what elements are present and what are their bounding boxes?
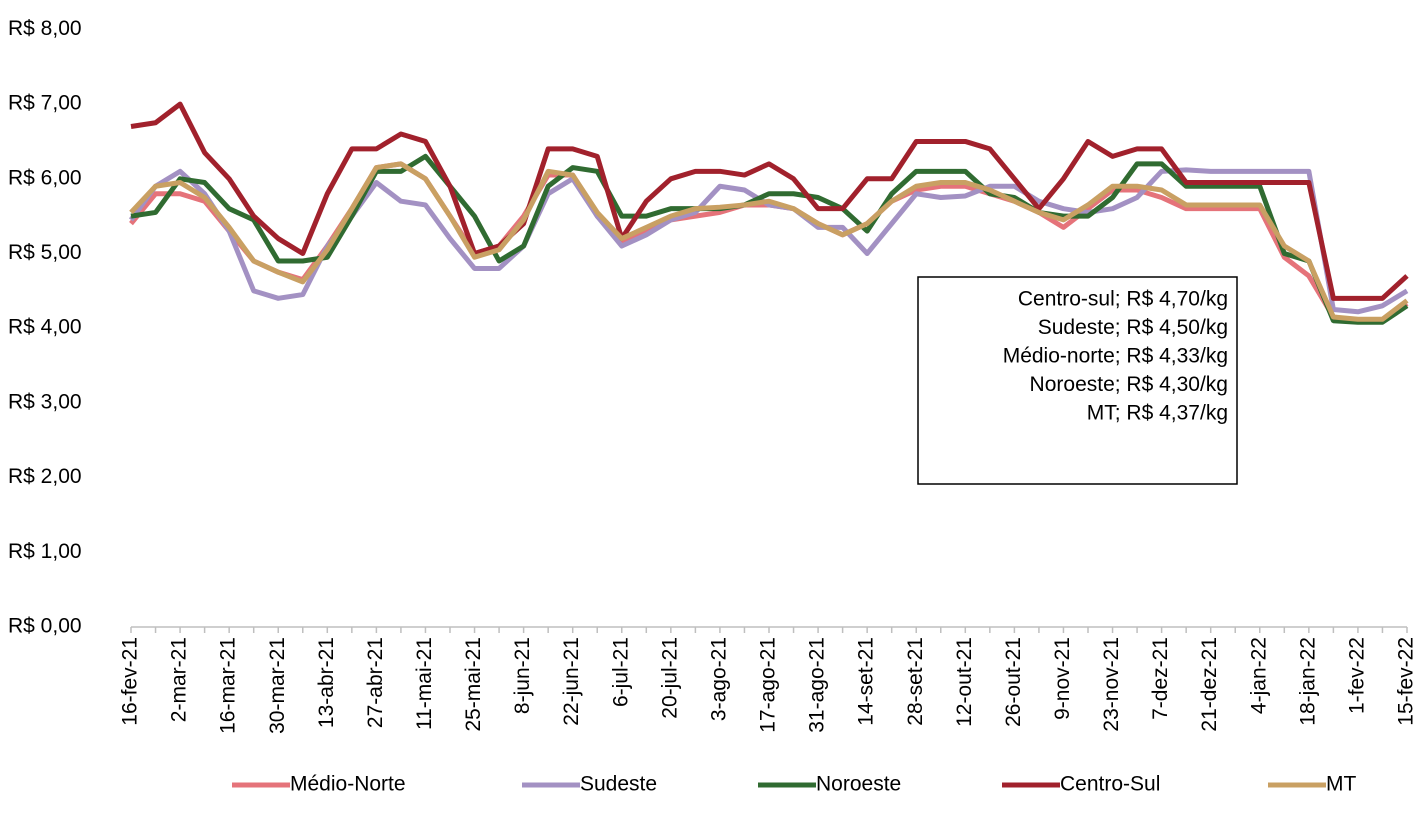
x-tick-label: 15-fev-22 xyxy=(1395,637,1418,726)
y-tick-label: R$ 4,00 xyxy=(8,316,82,339)
x-tick-label: 2-mar-21 xyxy=(168,637,191,722)
x-tick-label: 22-jun-21 xyxy=(560,637,583,726)
x-tick-label: 6-jul-21 xyxy=(609,637,632,707)
y-tick-label: R$ 1,00 xyxy=(8,540,82,563)
x-tick-label: 14-set-21 xyxy=(855,637,878,726)
legend-label: Sudeste xyxy=(580,773,657,796)
annotation-box xyxy=(917,276,1238,485)
legend-label: Centro-Sul xyxy=(1060,773,1160,796)
y-tick-label: R$ 3,00 xyxy=(8,390,82,413)
annotation: Noroeste; R$ 4,30/kg xyxy=(1030,373,1228,396)
x-tick-label: 26-out-21 xyxy=(1002,637,1025,727)
x-tick-label: 18-jan-22 xyxy=(1296,637,1319,726)
x-tick-label: 16-mar-21 xyxy=(217,637,240,734)
legend-label: Médio-Norte xyxy=(290,773,406,796)
x-tick-label: 28-set-21 xyxy=(904,637,927,726)
x-tick-label: 31-ago-21 xyxy=(806,637,829,733)
x-tick-label: 21-dez-21 xyxy=(1198,637,1221,732)
annotation: Centro-sul; R$ 4,70/kg xyxy=(1018,288,1228,311)
y-tick-label: R$ 7,00 xyxy=(8,92,82,115)
series-line xyxy=(130,101,1409,301)
x-tick-label: 1-fev-22 xyxy=(1345,637,1368,714)
x-tick-label: 20-jul-21 xyxy=(658,637,681,719)
x-tick-label: 23-nov-21 xyxy=(1100,637,1123,732)
x-tick-label: 13-abr-21 xyxy=(315,637,338,728)
x-tick-label: 4-jan-22 xyxy=(1247,637,1270,714)
x-tick-label: 30-mar-21 xyxy=(266,637,289,734)
annotation: Médio-norte; R$ 4,33/kg xyxy=(1003,345,1228,368)
x-tick-label: 9-nov-21 xyxy=(1051,637,1074,720)
x-tick-label: 7-dez-21 xyxy=(1149,637,1172,720)
annotation: MT; R$ 4,37/kg xyxy=(1087,402,1228,425)
y-tick-label: R$ 8,00 xyxy=(8,17,82,40)
y-tick-label: R$ 6,00 xyxy=(8,166,82,189)
series-line xyxy=(129,161,1409,322)
y-tick-label: R$ 0,00 xyxy=(8,615,82,638)
x-tick-label: 3-ago-21 xyxy=(707,637,730,721)
x-tick-label: 17-ago-21 xyxy=(757,637,780,733)
x-tick-label: 11-mai-21 xyxy=(413,637,436,730)
legend-label: MT xyxy=(1326,773,1356,796)
y-tick-label: R$ 5,00 xyxy=(8,241,82,264)
legend-label: Noroeste xyxy=(816,773,901,796)
x-tick-label: 12-out-21 xyxy=(953,637,976,727)
annotation: Sudeste; R$ 4,50/kg xyxy=(1038,316,1228,339)
x-tick-label: 27-abr-21 xyxy=(364,637,387,728)
series-line xyxy=(130,153,1409,325)
x-tick-label: 8-jun-21 xyxy=(511,637,534,714)
y-tick-label: R$ 2,00 xyxy=(8,465,82,488)
x-tick-label: 16-fev-21 xyxy=(119,637,142,726)
x-tick-label: 25-mai-21 xyxy=(462,637,485,732)
